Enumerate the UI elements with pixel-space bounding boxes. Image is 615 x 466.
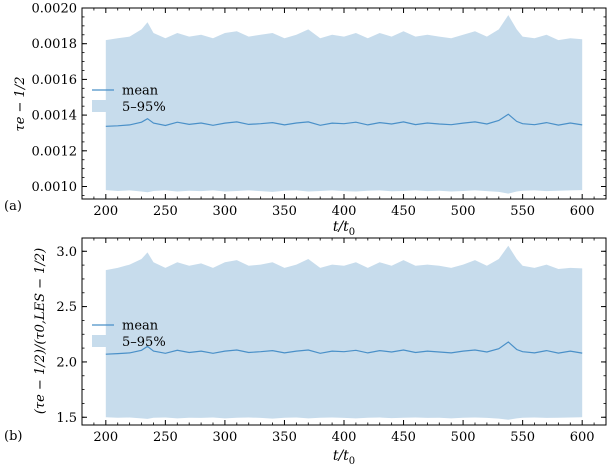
legend-b: mean 5–95%: [92, 319, 166, 350]
x-tick-label: 300: [212, 204, 237, 219]
y-tick-label: 0.0014: [32, 109, 78, 124]
y-tick-label: 0.0012: [32, 144, 78, 159]
legend-mean-label: mean: [122, 319, 159, 334]
x-tick-label: 200: [93, 430, 118, 445]
x-tick-label: 500: [451, 204, 476, 219]
y-tick-label: 1.5: [56, 411, 77, 426]
x-tick-label: 250: [153, 430, 178, 445]
y-tick-label: 3.0: [56, 245, 77, 260]
y-tick-label: 2.0: [56, 355, 77, 370]
x-tick-label: 450: [391, 430, 416, 445]
mean-series-line: [105, 341, 583, 355]
y-tick-label: 0.0010: [32, 180, 78, 195]
panel-label-a: (a): [4, 199, 22, 214]
legend-a: mean 5–95%: [92, 84, 166, 115]
x-axis-ticks-a: 200 250 300 350 400 450 500 550 600: [81, 8, 607, 219]
legend-band-label: 5–95%: [122, 100, 166, 115]
x-tick-label: 550: [510, 204, 535, 219]
mean-line-b: [105, 341, 583, 355]
panel-label-b: (b): [4, 429, 22, 444]
legend-band-label: 5–95%: [122, 335, 166, 350]
x-axis-label-b: t/t0: [333, 448, 355, 466]
panel-a: 200 250 300 350 400 450 500 550 600 0.0010 0.0012…: [4, 2, 607, 238]
plot-frame-a: [81, 7, 607, 200]
y-axis-label-a: τe − 1/2: [13, 77, 28, 132]
y-tick-label: 0.0016: [32, 73, 78, 88]
y-axis-ticks-b: 1.5 2.0 2.5 3.0: [56, 245, 606, 426]
x-tick-label: 200: [93, 204, 118, 219]
y-tick-label: 2.5: [56, 300, 77, 315]
x-tick-label: 550: [510, 430, 535, 445]
x-tick-label: 250: [153, 204, 178, 219]
x-tick-label: 500: [451, 430, 476, 445]
y-axis-ticks-a: 0.0010 0.0012 0.0014 0.0016 0.0018 0.0020: [32, 2, 606, 196]
percentile-band-b: [105, 245, 583, 420]
mean-line-a: [105, 113, 583, 127]
y-axis-label-b: (τe − 1/2)/(τ0,LES − 1/2): [33, 248, 48, 414]
y-tick-label: 0.0018: [32, 37, 78, 52]
plot-frame-b: [81, 237, 607, 426]
x-tick-label: 400: [332, 204, 357, 219]
x-tick-label: 600: [570, 204, 595, 219]
percentile-band-a: [105, 15, 583, 194]
x-tick-label: 450: [391, 204, 416, 219]
y-tick-label: 0.0020: [32, 2, 78, 17]
x-tick-label: 300: [212, 430, 237, 445]
x-tick-label: 400: [332, 430, 357, 445]
percentile-band-area: [105, 245, 583, 420]
x-tick-label: 600: [570, 430, 595, 445]
mean-series-line: [105, 113, 583, 127]
x-tick-label: 350: [272, 430, 297, 445]
legend-mean-label: mean: [122, 84, 159, 99]
x-axis-label-a: t/t0: [333, 219, 355, 238]
legend-band-swatch: [92, 335, 114, 347]
legend-band-swatch: [92, 100, 114, 112]
percentile-band-area: [105, 15, 583, 194]
x-tick-label: 350: [272, 204, 297, 219]
panel-b: 200 250 300 350 400 450 500 550 600 1.5 2.0 2.5 3.0…: [4, 237, 607, 466]
